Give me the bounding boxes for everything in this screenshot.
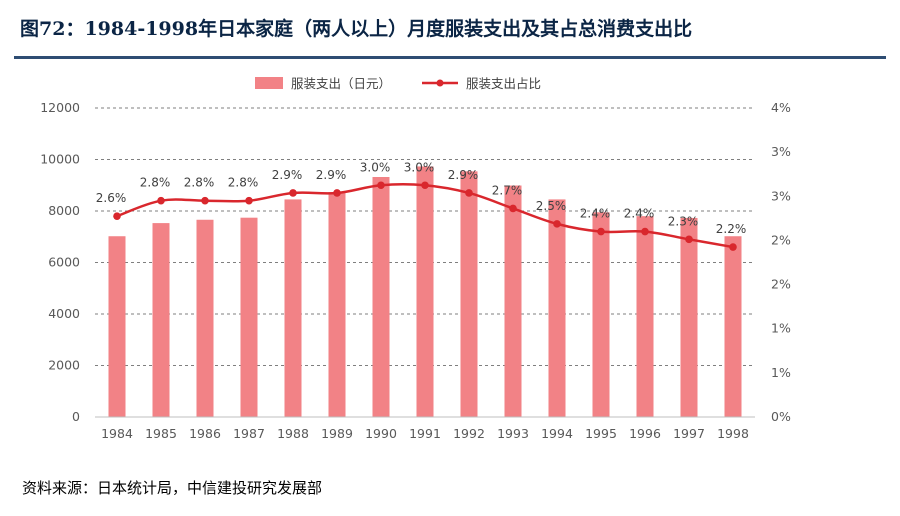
x-tick-label: 1987 bbox=[233, 426, 265, 441]
ratio-data-label: 2.4% bbox=[624, 207, 655, 221]
title-rule bbox=[14, 56, 886, 59]
ratio-point bbox=[289, 189, 297, 197]
y-left-tick-label: 10000 bbox=[40, 152, 80, 167]
legend-bar-label: 服装支出（日元） bbox=[291, 76, 391, 91]
bar bbox=[460, 171, 478, 417]
y-left-tick-label: 4000 bbox=[48, 306, 80, 321]
ratio-data-label: 2.4% bbox=[580, 207, 611, 221]
bar bbox=[636, 216, 654, 417]
bar bbox=[328, 192, 346, 417]
line-series: 2.6% 2.8% 2.8% 2.8% 2.9% 2.9% 3.0% 3.0% 2.9% 2.7%… bbox=[96, 160, 747, 251]
ratio-data-label: 3.0% bbox=[360, 160, 391, 174]
ratio-data-label: 2.6% bbox=[96, 191, 127, 205]
ratio-point bbox=[553, 220, 561, 228]
ratio-point bbox=[597, 227, 605, 236]
y-right-tick-label: 4% bbox=[771, 100, 791, 115]
bar bbox=[284, 199, 302, 417]
y-left-tick-label: 6000 bbox=[48, 255, 80, 270]
x-tick-label: 1991 bbox=[409, 426, 441, 441]
chart-title: 图72：1984-1998年日本家庭（两人以上）月度服装支出及其占总消费支出比 bbox=[20, 18, 693, 40]
ratio-data-label: 2.3% bbox=[668, 214, 699, 228]
x-tick-label: 1989 bbox=[321, 426, 353, 441]
y-right-tick-label: 3% bbox=[771, 144, 791, 159]
y-left-tick-label: 2000 bbox=[48, 358, 80, 373]
bar bbox=[548, 199, 566, 417]
bar bbox=[108, 236, 126, 417]
x-tick-label: 1996 bbox=[629, 426, 661, 441]
ratio-point bbox=[377, 181, 385, 190]
ratio-point bbox=[729, 243, 737, 251]
y-right-tick-label: 3% bbox=[771, 188, 791, 203]
y-left-tick-label: 8000 bbox=[48, 203, 80, 218]
x-tick-label: 1985 bbox=[145, 426, 177, 441]
x-tick-label: 1998 bbox=[717, 426, 749, 441]
legend-line-label: 服装支出占比 bbox=[466, 76, 541, 91]
ratio-data-label: 2.9% bbox=[316, 168, 347, 182]
x-tick-label: 1994 bbox=[541, 426, 573, 441]
y-right-tick-label: 1% bbox=[771, 321, 791, 336]
ratio-data-label: 2.9% bbox=[448, 168, 479, 182]
y-right-tick-label: 0% bbox=[771, 409, 791, 424]
ratio-point bbox=[509, 204, 517, 213]
ratio-point bbox=[421, 181, 429, 190]
bar bbox=[680, 217, 698, 417]
ratio-data-label: 2.8% bbox=[140, 176, 171, 190]
bar bbox=[240, 217, 258, 417]
bar bbox=[372, 177, 390, 417]
x-tick-label: 1984 bbox=[101, 426, 133, 441]
source-note: 资料来源：日本统计局，中信建投研究发展部 bbox=[22, 479, 323, 497]
ratio-point bbox=[245, 196, 253, 205]
axes: 0 2000 4000 6000 8000 10000 12000 0% 1% 1% 2% 2% 3% 3… bbox=[40, 100, 791, 441]
bar bbox=[504, 185, 522, 417]
x-tick-label: 1988 bbox=[277, 426, 309, 441]
y-left-tick-label: 0 bbox=[72, 409, 80, 424]
legend-bar-swatch bbox=[255, 77, 283, 89]
bar bbox=[196, 219, 214, 417]
ratio-data-label: 3.0% bbox=[404, 160, 435, 174]
legend-line-marker bbox=[436, 79, 444, 87]
ratio-data-label: 2.8% bbox=[228, 176, 259, 190]
ratio-data-label: 2.9% bbox=[272, 168, 303, 182]
ratio-point bbox=[113, 212, 121, 220]
x-tick-label: 1997 bbox=[673, 426, 705, 441]
y-right-tick-label: 2% bbox=[771, 232, 791, 247]
y-right-tick-label: 1% bbox=[771, 365, 791, 380]
ratio-point bbox=[157, 196, 165, 205]
bar bbox=[592, 212, 610, 417]
ratio-data-label: 2.8% bbox=[184, 176, 215, 190]
bar bbox=[724, 236, 742, 417]
x-tick-label: 1993 bbox=[497, 426, 529, 441]
x-tick-label: 1995 bbox=[585, 426, 617, 441]
x-tick-label: 1992 bbox=[453, 426, 485, 441]
ratio-data-label: 2.5% bbox=[536, 199, 567, 213]
ratio-data-label: 2.7% bbox=[492, 183, 523, 197]
y-left-tick-label: 12000 bbox=[40, 100, 80, 115]
y-right-tick-label: 2% bbox=[771, 277, 791, 292]
legend: 服装支出（日元） 服装支出占比 bbox=[255, 76, 541, 91]
x-tick-label: 1986 bbox=[189, 426, 221, 441]
x-tick-label: 1990 bbox=[365, 426, 397, 441]
bar bbox=[416, 166, 434, 417]
ratio-point bbox=[685, 235, 693, 244]
bar bbox=[152, 223, 170, 417]
ratio-data-label: 2.2% bbox=[716, 222, 747, 236]
ratio-point bbox=[465, 189, 473, 197]
bar-series bbox=[108, 166, 742, 417]
ratio-point bbox=[333, 189, 341, 197]
ratio-point bbox=[641, 227, 649, 236]
ratio-point bbox=[201, 196, 209, 205]
